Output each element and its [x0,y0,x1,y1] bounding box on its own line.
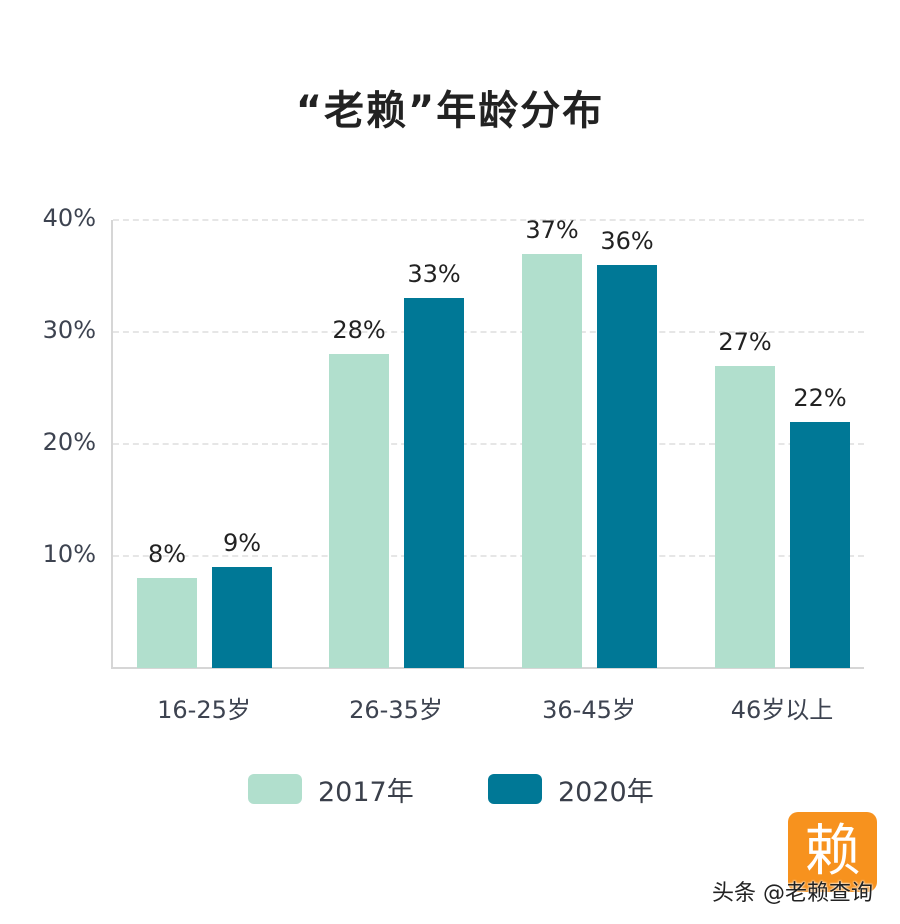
value-label: 27% [718,327,772,356]
legend-item-2020[interactable]: 2020年 [488,772,654,808]
value-label: 9% [222,529,262,558]
bar-2017年-26-35岁 [329,354,389,668]
y-tick-label: 10% [42,540,96,568]
brand-logo-icon: 赖 [788,812,877,892]
gridline-30 [113,331,864,333]
bar-2020年-46岁以上 [790,421,850,668]
value-label: 22% [793,383,847,412]
bar-2017年-46岁以上 [715,365,775,668]
y-tick-label: 20% [42,428,96,456]
x-axis-line [111,667,864,669]
x-tick-label: 36-45岁 [542,696,636,724]
bar-2017年-16-25岁 [137,578,197,668]
bar-2020年-16-25岁 [212,567,272,668]
gridline-40 [113,219,864,221]
watermark: 头条 @老赖查询 [712,881,873,906]
value-label: 28% [332,316,386,345]
x-tick-label: 26-35岁 [349,696,443,724]
bar-2017年-36-45岁 [522,253,582,668]
y-tick-label: 30% [42,316,96,344]
value-label: 37% [525,215,579,244]
value-label: 36% [600,226,654,255]
value-label: 33% [407,260,461,289]
x-tick-label: 16-25岁 [157,696,251,724]
legend-swatch-2017 [248,774,302,804]
value-label: 8% [147,540,187,569]
chart-title: “老赖”年龄分布 [295,88,605,134]
legend-label: 2020年 [558,776,654,808]
bar-2020年-26-35岁 [404,298,464,668]
legend-label: 2017年 [318,776,414,808]
gridline-20 [113,443,864,445]
legend-swatch-2020 [488,774,542,804]
legend-item-2017[interactable]: 2017年 [248,772,414,808]
x-tick-label: 46岁以上 [730,696,834,724]
gridline-10 [113,555,864,557]
bar-2020年-36-45岁 [597,264,657,668]
y-axis-line [111,220,113,669]
y-tick-label: 40% [42,204,96,232]
